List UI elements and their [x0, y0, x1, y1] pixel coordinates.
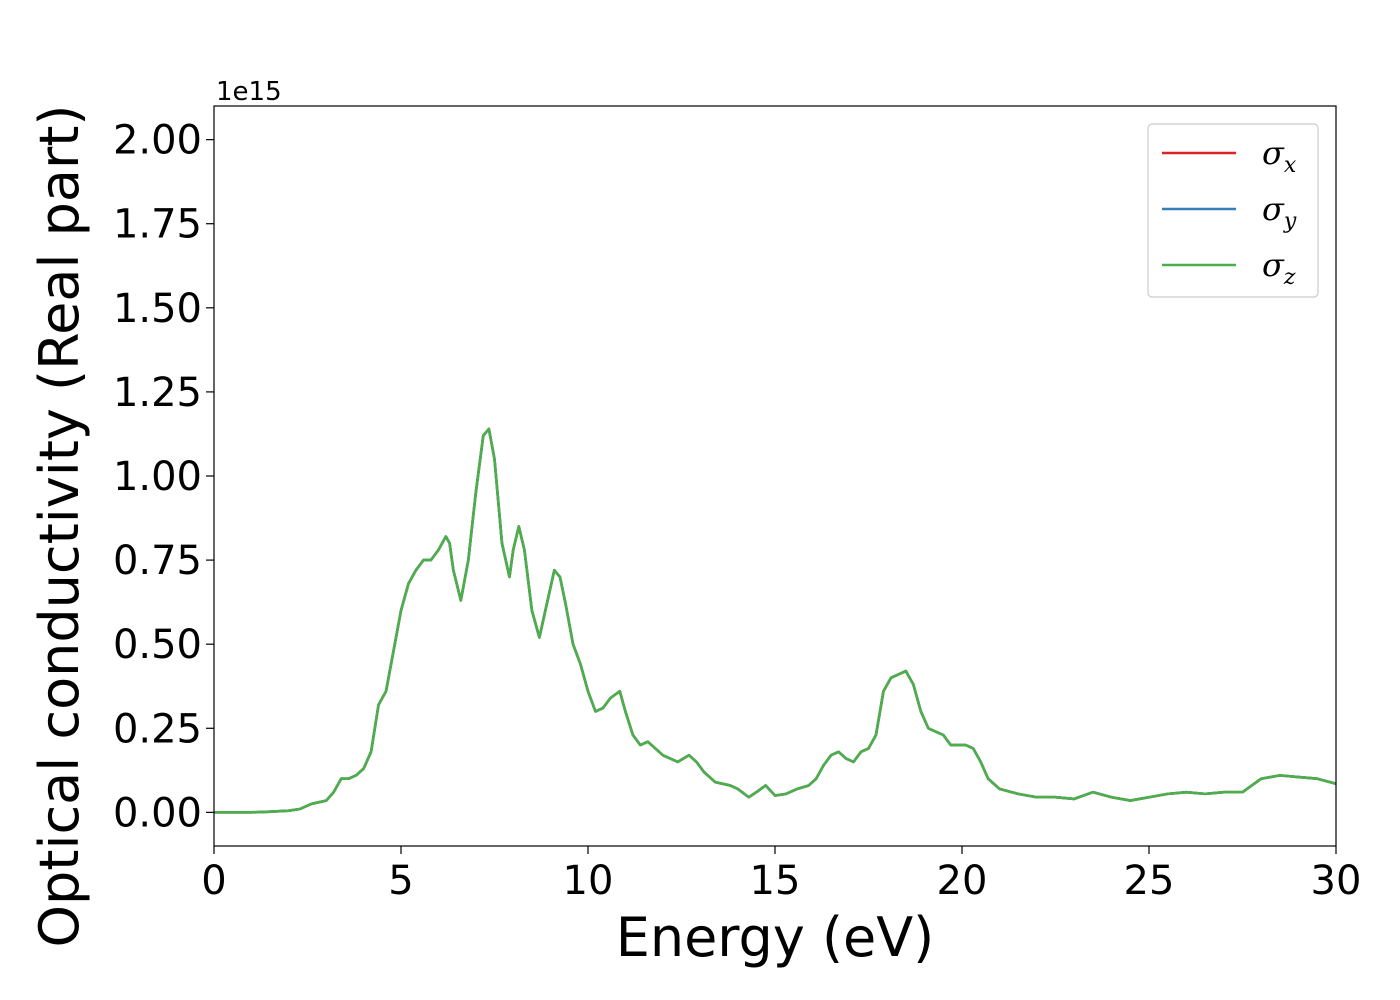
y-tick-label: 0.75 [113, 538, 202, 584]
y-tick-label: 0.25 [113, 706, 202, 752]
x-axis: 0 5 10 15 20 25 30 [201, 846, 1361, 904]
legend-entry-x: σx [1262, 134, 1297, 178]
y-tick-label: 1.75 [113, 202, 202, 248]
y-axis-label: Optical conductivity (Real part) [28, 105, 91, 948]
y-tick-label: 0.00 [113, 790, 202, 836]
x-tick-label: 30 [1311, 858, 1362, 904]
y-tick-label: 1.25 [113, 370, 202, 416]
series-layer [214, 427, 1336, 814]
series-line-2 [214, 427, 1336, 814]
x-tick-label: 25 [1124, 858, 1175, 904]
y-offset-label: 1e15 [216, 77, 282, 107]
series-line-3 [214, 427, 1336, 814]
x-tick-label: 5 [388, 858, 413, 904]
x-tick-label: 15 [750, 858, 801, 904]
legend-symbol: σ [1262, 134, 1285, 172]
x-tick-label: 0 [201, 858, 226, 904]
y-tick-label: 1.00 [113, 454, 202, 500]
y-tick-label: 0.50 [113, 622, 202, 668]
x-tick-label: 10 [563, 858, 614, 904]
y-axis: 0.00 0.25 0.50 0.75 1.00 1.25 1.50 1.75 2.00 [113, 118, 214, 836]
legend-symbol: σ [1262, 190, 1285, 228]
x-axis-label: Energy (eV) [616, 906, 935, 969]
legend-symbol: σ [1262, 246, 1285, 284]
legend-subscript: z [1283, 265, 1296, 290]
y-tick-label: 1.50 [113, 286, 202, 332]
legend-subscript: y [1283, 209, 1297, 234]
y-tick-label: 2.00 [113, 118, 202, 164]
x-tick-label: 20 [937, 858, 988, 904]
legend-subscript: x [1284, 153, 1297, 178]
legend-box [1147, 123, 1319, 298]
legend-entry-y: σy [1262, 190, 1297, 234]
series-line-1 [214, 427, 1336, 814]
legend-entry-z: σz [1262, 246, 1296, 290]
